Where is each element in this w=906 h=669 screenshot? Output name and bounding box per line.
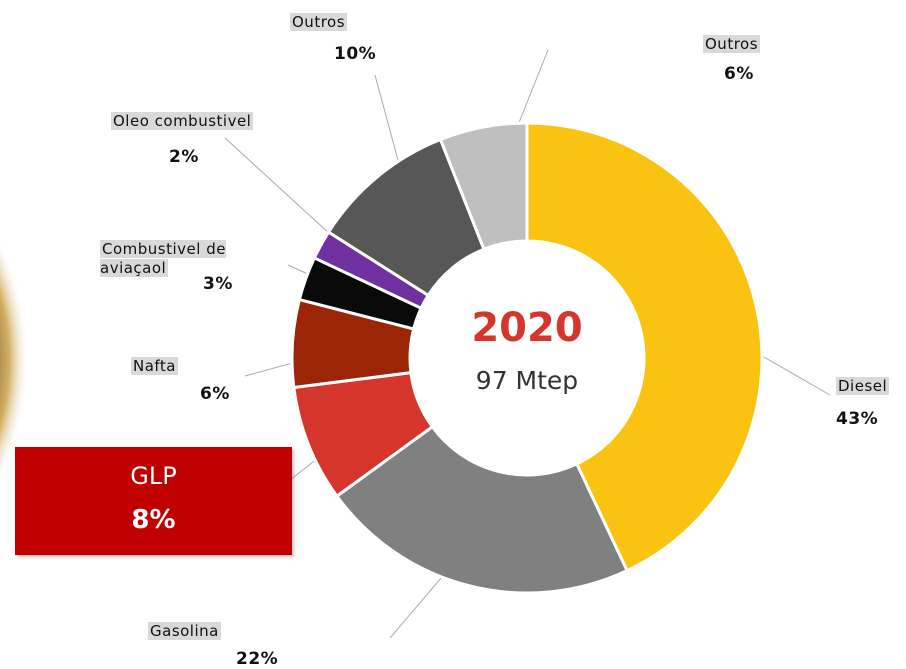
value-label: 43% <box>836 409 879 429</box>
value-label: 3% <box>203 274 233 294</box>
donut-slice <box>438 121 529 252</box>
donut-slice <box>334 424 630 595</box>
decor-coin <box>0 236 30 484</box>
donut-slice <box>525 121 764 573</box>
value-label: 6% <box>724 64 754 84</box>
category-label: Combustivel de aviaçaol <box>100 240 260 278</box>
category-label-text: Oleo combustivel <box>111 112 254 130</box>
glp-label: GLP <box>130 462 177 490</box>
category-label-text: Outros <box>703 35 761 53</box>
category-label: Outros <box>290 13 348 32</box>
value-label: 6% <box>200 384 230 404</box>
donut <box>290 121 764 595</box>
category-label: Gasolina <box>148 622 221 641</box>
category-label: Diesel <box>836 377 890 396</box>
center-title: 2020 <box>471 305 582 351</box>
category-label: Outros <box>703 35 761 54</box>
category-label-text: Nafta <box>131 357 179 375</box>
category-label-text: Gasolina <box>148 622 221 640</box>
value-label: 2% <box>169 147 199 167</box>
center-subtitle: 97 Mtep <box>476 366 578 395</box>
glp-box <box>15 447 292 555</box>
category-label-text: Combustivel de aviaçaol <box>100 240 226 277</box>
value-label: 10% <box>334 44 377 64</box>
category-label-text: Diesel <box>836 377 890 395</box>
glp-value-label: 8% <box>131 505 176 535</box>
value-label: 22% <box>236 649 279 669</box>
category-label: Oleo combustivel <box>111 112 254 131</box>
category-label-text: Outros <box>290 13 348 31</box>
category-label: Nafta <box>131 357 179 376</box>
